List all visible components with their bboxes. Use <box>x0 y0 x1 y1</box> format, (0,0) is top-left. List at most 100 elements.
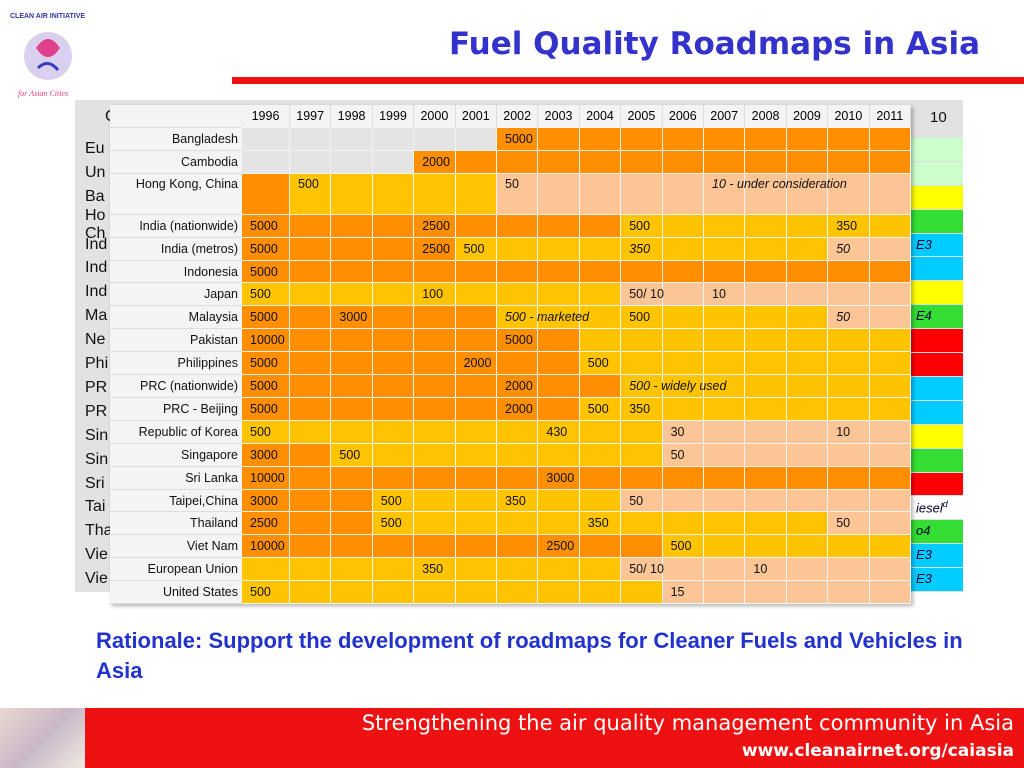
cell <box>621 489 663 513</box>
cell <box>372 352 415 376</box>
cell <box>745 443 787 467</box>
row-label: Japan <box>110 283 242 307</box>
cell <box>828 306 870 330</box>
cell <box>745 237 787 261</box>
cell <box>414 237 456 261</box>
cell <box>869 581 911 604</box>
cell <box>242 150 290 174</box>
cell <box>579 173 622 215</box>
row-label: India (nationwide) <box>110 214 242 238</box>
cell <box>786 535 829 559</box>
cell-value: 350 <box>587 516 609 531</box>
cell <box>538 329 580 353</box>
cell <box>414 352 456 376</box>
cell <box>662 214 704 238</box>
cell-value: 5000 <box>250 310 278 325</box>
back-cell <box>910 376 963 401</box>
superscript: d <box>942 499 948 510</box>
back-cell <box>910 329 963 354</box>
cell <box>621 150 663 174</box>
cell-value: 500 <box>629 310 651 325</box>
cell <box>869 397 911 421</box>
cell <box>497 214 539 238</box>
cell <box>745 150 787 174</box>
logo-subtext: for Asian Cities <box>18 89 68 98</box>
cell <box>414 581 456 604</box>
cell <box>828 512 870 536</box>
cell <box>538 420 580 444</box>
back-row-label: Ind <box>85 235 108 253</box>
cell <box>579 581 622 604</box>
cell <box>331 237 373 261</box>
cell <box>455 512 497 536</box>
cell <box>242 173 290 215</box>
cell <box>538 260 580 284</box>
cell <box>704 489 746 513</box>
cell <box>497 375 539 398</box>
cell <box>704 420 746 444</box>
cell <box>621 375 663 398</box>
cell <box>579 352 622 376</box>
cell-value: 2000 <box>463 356 492 371</box>
cell-value: 3000 <box>250 493 278 508</box>
cell <box>745 535 787 559</box>
cell <box>745 397 787 421</box>
cell <box>331 150 373 174</box>
cell <box>538 489 580 513</box>
row-label: Thailand <box>110 512 242 536</box>
cell <box>372 581 415 604</box>
cell-value: 430 <box>546 424 568 439</box>
cell <box>455 214 497 238</box>
cell <box>497 420 539 444</box>
cell <box>242 489 290 513</box>
cell <box>372 375 415 398</box>
year-header: 2011 <box>869 105 911 128</box>
cell <box>497 306 539 330</box>
rationale: Rationale: Support the development of ro… <box>96 628 963 683</box>
row-label: Philippines <box>110 352 242 376</box>
cell <box>497 535 539 559</box>
cell <box>869 375 911 398</box>
back-cell: o4 <box>910 520 963 545</box>
back-row-label: Ho Ch <box>85 206 106 242</box>
cell <box>869 283 911 307</box>
cell <box>786 512 829 536</box>
row-label: India (metros) <box>110 237 242 261</box>
cell <box>662 173 704 215</box>
cell <box>662 306 704 330</box>
cell <box>455 420 497 444</box>
cell <box>869 329 911 353</box>
cell-value: 500 <box>463 241 485 256</box>
cell-value: 50 <box>505 176 519 191</box>
year-header: 2003 <box>538 105 580 128</box>
cell <box>579 150 622 174</box>
cell-value: 30 <box>670 424 685 439</box>
cell <box>579 420 622 444</box>
cell <box>579 329 622 353</box>
cell <box>331 466 373 490</box>
row-label: European Union <box>110 558 242 582</box>
cell <box>290 420 332 444</box>
cell <box>290 237 332 261</box>
cell <box>828 237 870 261</box>
cell <box>455 397 497 421</box>
cell <box>538 352 580 376</box>
cell-value: 350 <box>629 241 651 256</box>
header-corner <box>110 105 242 128</box>
row-label: Indonesia <box>110 260 242 284</box>
back-row-label: Ne <box>85 331 106 349</box>
cell <box>745 512 787 536</box>
cell <box>579 512 622 536</box>
cell <box>414 214 456 238</box>
cell <box>290 306 332 330</box>
cell-value: 350 <box>836 218 858 233</box>
footer-bar <box>85 708 1024 768</box>
cell <box>290 535 332 559</box>
cell <box>869 128 911 151</box>
cell <box>786 420 829 444</box>
cell <box>372 443 415 467</box>
cell-value: 50 <box>836 241 851 256</box>
cell <box>497 260 539 284</box>
cell <box>869 214 911 238</box>
back-cell-text: E3 <box>916 236 932 252</box>
